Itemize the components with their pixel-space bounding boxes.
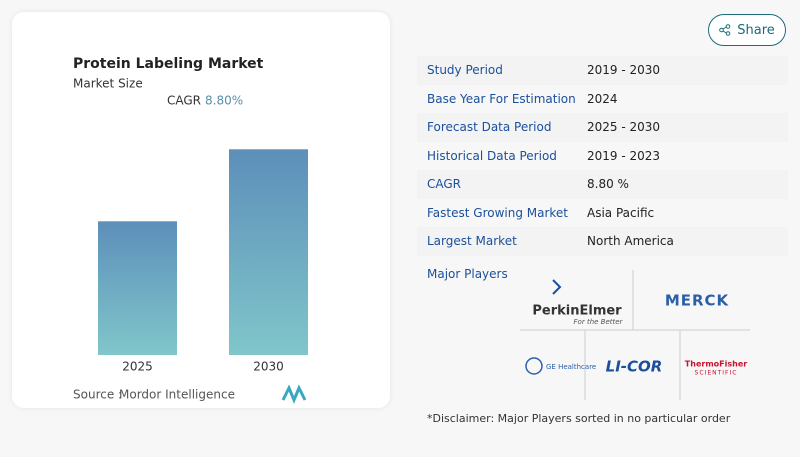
chart-title: Protein Labeling Market xyxy=(73,56,264,72)
source-label: Source : xyxy=(73,388,122,402)
cagr-label: CAGR xyxy=(167,94,201,108)
chart-subtitle: Market Size xyxy=(73,77,143,91)
cagr-value: 8.80% xyxy=(205,94,243,108)
table-row: Base Year For Estimation 2024 xyxy=(417,85,788,114)
table-row: Study Period 2019 - 2030 xyxy=(417,56,788,85)
disclaimer: *Disclaimer: Major Players sorted in no … xyxy=(427,412,731,425)
table-row: Fastest Growing Market Asia Pacific xyxy=(417,199,788,228)
logo: MERCK xyxy=(665,292,730,310)
row-label: Largest Market xyxy=(427,234,517,249)
row-value: 2024 xyxy=(587,91,618,106)
row-value: 2025 - 2030 xyxy=(587,120,661,135)
logo: PerkinElmer xyxy=(532,304,622,319)
logo: ThermoFisher xyxy=(685,360,747,369)
logo: LI-COR xyxy=(606,358,663,376)
row-label: Base Year For Estimation xyxy=(427,91,576,106)
row-label: Historical Data Period xyxy=(427,148,557,163)
logo: SCIENTIFIC xyxy=(695,370,738,377)
table-row: CAGR 8.80 % xyxy=(417,170,788,199)
bar xyxy=(229,149,308,355)
table-row: Forecast Data Period 2025 - 2030 xyxy=(417,113,788,142)
major-players-heading: Major Players xyxy=(427,267,508,281)
row-value: 8.80 % xyxy=(587,177,629,192)
row-value: North America xyxy=(587,234,674,249)
share-icon xyxy=(719,24,731,36)
row-value: 2019 - 2023 xyxy=(587,148,661,163)
row-value: 2019 - 2030 xyxy=(587,63,661,78)
logo-icon xyxy=(525,357,543,375)
source: Mordor Intelligence xyxy=(119,388,235,402)
table-row: Largest Market North America xyxy=(417,227,788,256)
share-label: Share xyxy=(737,22,775,38)
chart-card xyxy=(12,12,390,408)
table-row: Historical Data Period 2019 - 2023 xyxy=(417,142,788,171)
row-value: Asia Pacific xyxy=(587,205,655,220)
share-button[interactable]: Share xyxy=(708,14,786,46)
row-label: CAGR xyxy=(427,177,462,192)
brand-logo xyxy=(281,384,307,404)
row-label: Forecast Data Period xyxy=(427,120,552,135)
row-label: Study Period xyxy=(427,63,503,78)
info-table: Study Period 2019 - 2030 Base Year For Est… xyxy=(417,56,788,256)
logo: GE Healthcare xyxy=(546,363,596,371)
bar xyxy=(98,221,177,355)
x-tick-label: 2030 xyxy=(253,360,284,374)
x-tick-label: 2025 xyxy=(122,360,153,374)
logo: For the Better xyxy=(574,318,624,326)
logo-icon xyxy=(552,279,562,295)
row-label: Fastest Growing Market xyxy=(427,205,569,220)
